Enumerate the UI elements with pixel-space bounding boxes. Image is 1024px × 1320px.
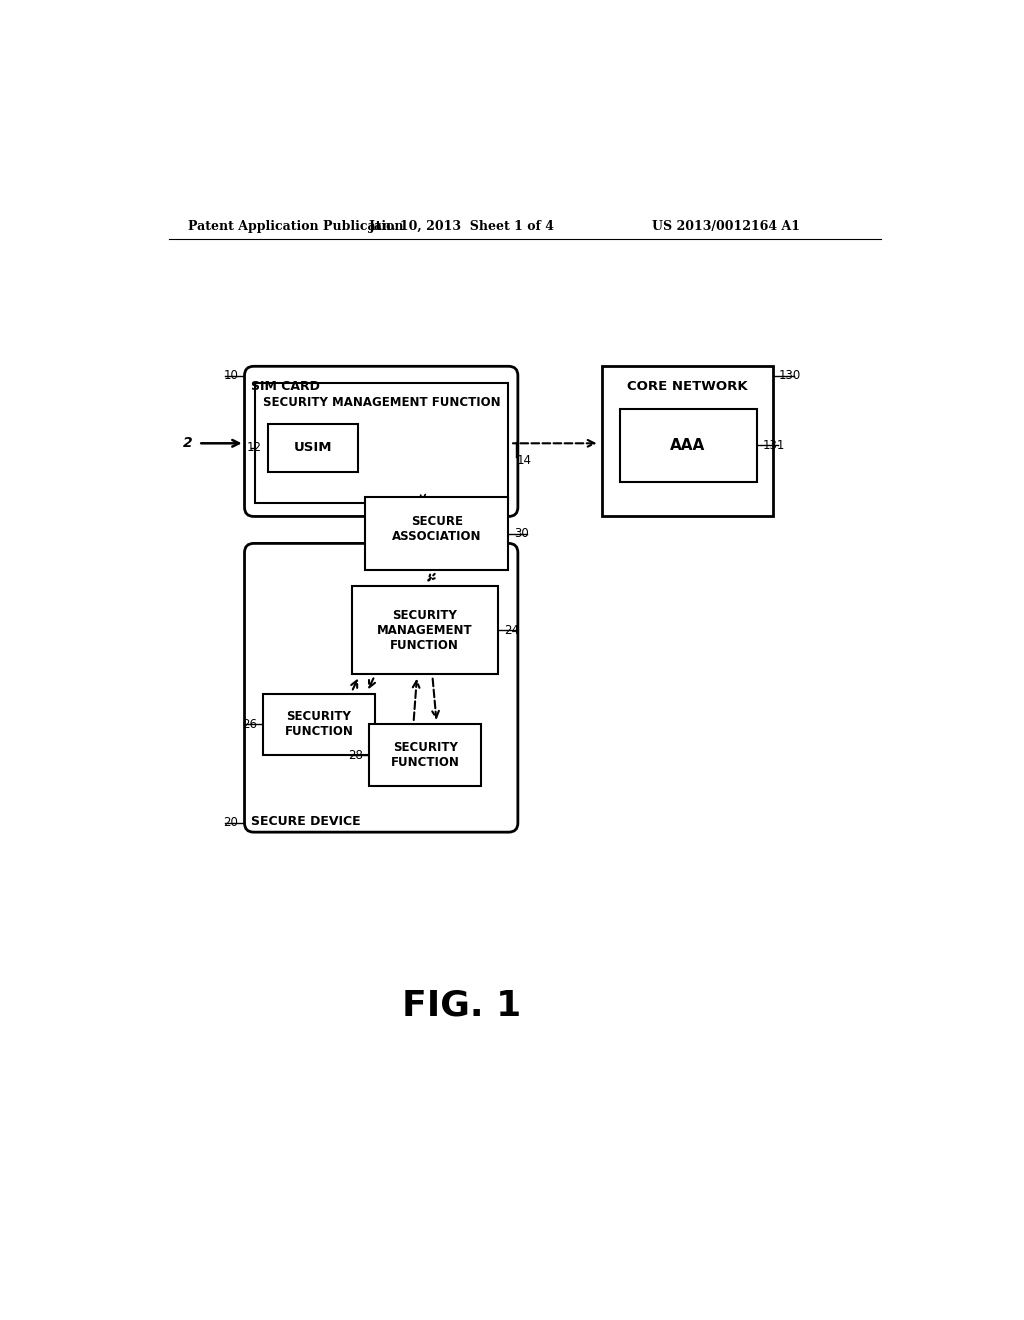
- Text: 131: 131: [763, 438, 785, 451]
- Bar: [366, 498, 508, 570]
- Text: 28: 28: [348, 748, 364, 762]
- FancyBboxPatch shape: [245, 367, 518, 516]
- Text: 12: 12: [247, 441, 261, 454]
- Bar: [370, 725, 481, 785]
- Text: USIM: USIM: [294, 441, 333, 454]
- Text: CORE NETWORK: CORE NETWORK: [627, 380, 748, 393]
- Text: SECURITY MANAGEMENT FUNCTION: SECURITY MANAGEMENT FUNCTION: [263, 396, 501, 409]
- Text: Jan. 10, 2013  Sheet 1 of 4: Jan. 10, 2013 Sheet 1 of 4: [369, 219, 555, 232]
- Text: 20: 20: [223, 816, 239, 829]
- Bar: [267, 424, 358, 471]
- Text: AAA: AAA: [671, 438, 706, 453]
- Text: SECURITY
FUNCTION: SECURITY FUNCTION: [390, 741, 460, 770]
- Text: 26: 26: [242, 718, 257, 731]
- Text: 30: 30: [514, 527, 528, 540]
- Text: 130: 130: [779, 370, 801, 381]
- Bar: [602, 367, 773, 516]
- Text: 14: 14: [517, 454, 532, 467]
- Bar: [255, 383, 508, 503]
- Text: SECURE
ASSOCIATION: SECURE ASSOCIATION: [392, 515, 481, 543]
- Bar: [263, 693, 375, 755]
- FancyBboxPatch shape: [245, 544, 518, 832]
- Text: SECURITY
FUNCTION: SECURITY FUNCTION: [285, 710, 353, 738]
- Text: 2: 2: [182, 437, 193, 450]
- Text: FIG. 1: FIG. 1: [402, 989, 521, 1023]
- Text: US 2013/0012164 A1: US 2013/0012164 A1: [652, 219, 801, 232]
- Text: 24: 24: [504, 623, 519, 636]
- Text: SECURITY
MANAGEMENT
FUNCTION: SECURITY MANAGEMENT FUNCTION: [377, 609, 472, 652]
- Text: Patent Application Publication: Patent Application Publication: [188, 219, 403, 232]
- Text: SECURE DEVICE: SECURE DEVICE: [251, 816, 360, 829]
- Text: 10: 10: [223, 370, 239, 381]
- Bar: [620, 409, 757, 482]
- Bar: [351, 586, 498, 675]
- Text: SIM CARD: SIM CARD: [251, 380, 319, 393]
